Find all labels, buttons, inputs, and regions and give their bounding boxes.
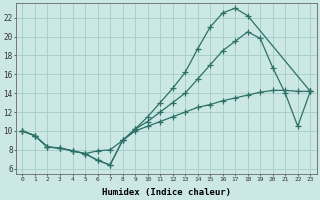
X-axis label: Humidex (Indice chaleur): Humidex (Indice chaleur): [102, 188, 231, 197]
